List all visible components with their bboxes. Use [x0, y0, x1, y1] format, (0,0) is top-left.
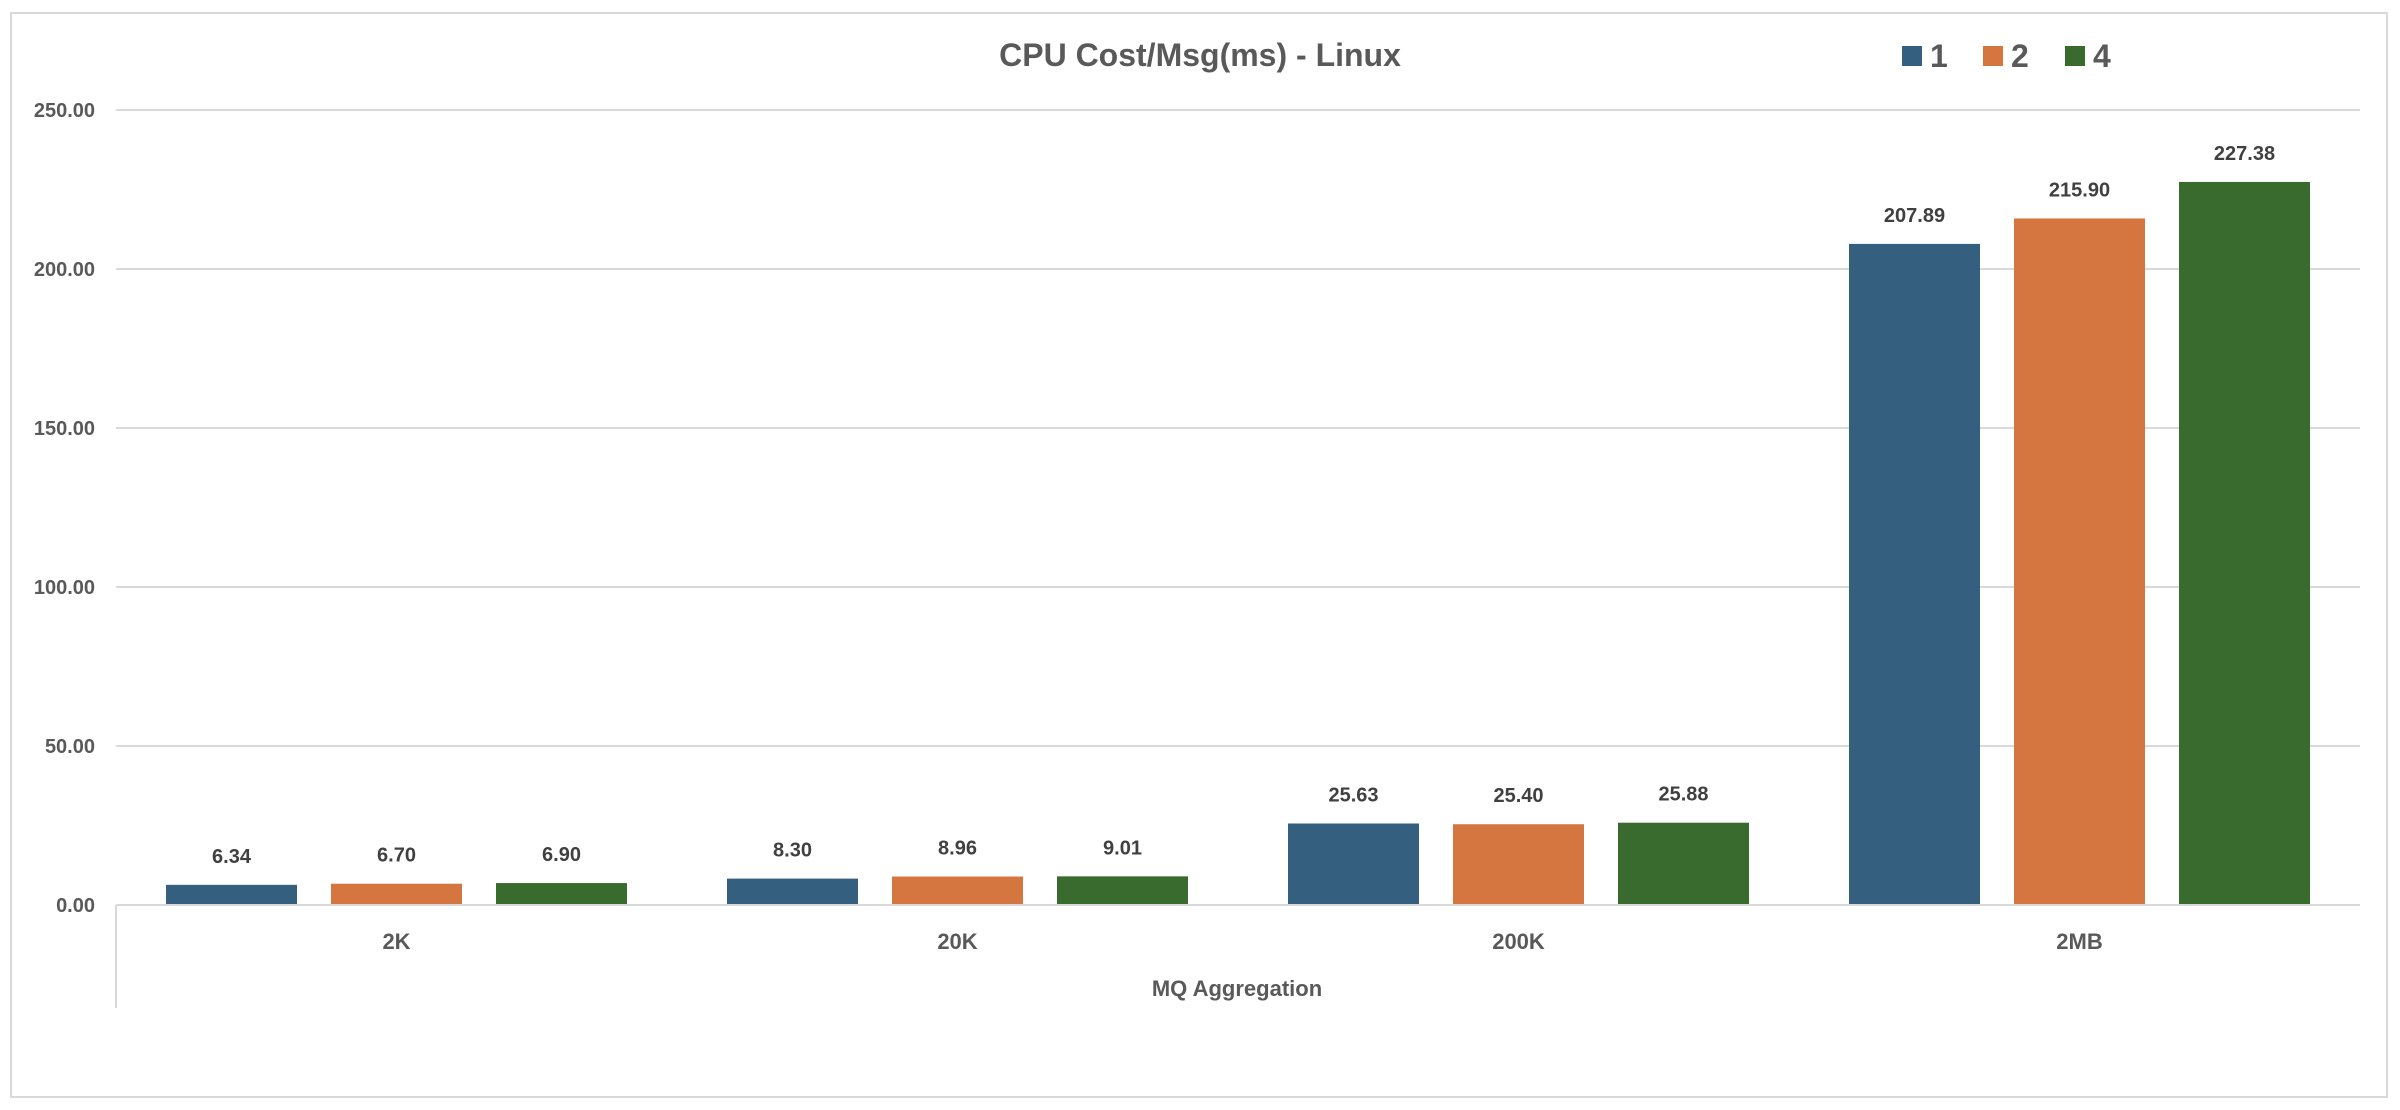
legend-swatch — [1983, 46, 2003, 66]
bar — [496, 883, 627, 905]
bar — [727, 878, 858, 905]
data-label: 8.30 — [773, 840, 812, 862]
chart-frame — [10, 12, 2388, 1098]
bar — [1618, 822, 1749, 905]
x-tick-label: 2MB — [2056, 929, 2102, 954]
x-axis: 2K 20K 200K 2MB — [115, 904, 2360, 1008]
legend-label: 2 — [2011, 38, 2029, 74]
x-tick-label: 2K — [382, 929, 410, 954]
legend: 1 2 4 — [1902, 38, 2111, 74]
y-tick-label: 150.00 — [34, 418, 95, 440]
data-label: 6.90 — [542, 844, 581, 866]
data-label: 25.63 — [1328, 784, 1378, 806]
y-axis: 0.00 50.00 100.00 150.00 200.00 250.00 — [34, 100, 95, 917]
data-label: 9.01 — [1103, 837, 1142, 859]
y-tick-label: 250.00 — [34, 100, 95, 122]
data-label: 25.40 — [1493, 785, 1543, 807]
y-tick-label: 100.00 — [34, 577, 95, 599]
legend-label: 1 — [1930, 38, 1948, 74]
bar — [892, 876, 1023, 905]
data-label: 227.38 — [2214, 143, 2275, 165]
legend-swatch — [1902, 46, 1922, 66]
data-label: 215.90 — [2049, 179, 2110, 201]
x-axis-title: MQ Aggregation — [1152, 976, 1322, 1001]
y-tick-label: 200.00 — [34, 259, 95, 281]
x-tick-label: 200K — [1492, 929, 1545, 954]
data-label: 207.89 — [1884, 205, 1945, 227]
legend-swatch — [2065, 46, 2085, 66]
bar — [2014, 218, 2145, 906]
bar — [331, 883, 462, 905]
bar — [1288, 823, 1419, 905]
bar — [1849, 243, 1980, 906]
data-label: 25.88 — [1658, 784, 1708, 806]
bar — [2179, 181, 2310, 906]
bar — [166, 884, 297, 905]
chart-title: CPU Cost/Msg(ms) - Linux — [999, 37, 1401, 73]
y-tick-label: 50.00 — [45, 736, 95, 758]
y-tick-label: 0.00 — [56, 895, 95, 917]
data-label: 8.96 — [938, 838, 977, 860]
bar — [1453, 824, 1584, 905]
gridlines — [116, 109, 2360, 747]
bars: 6.34 6.70 6.90 8.30 8.96 9.01 25.63 25.40 25.88 2… — [166, 143, 2310, 906]
legend-label: 4 — [2093, 38, 2111, 74]
data-label: 6.34 — [212, 846, 252, 868]
x-tick-label: 20K — [937, 929, 977, 954]
data-label: 6.70 — [377, 845, 416, 867]
bar — [1057, 876, 1188, 905]
